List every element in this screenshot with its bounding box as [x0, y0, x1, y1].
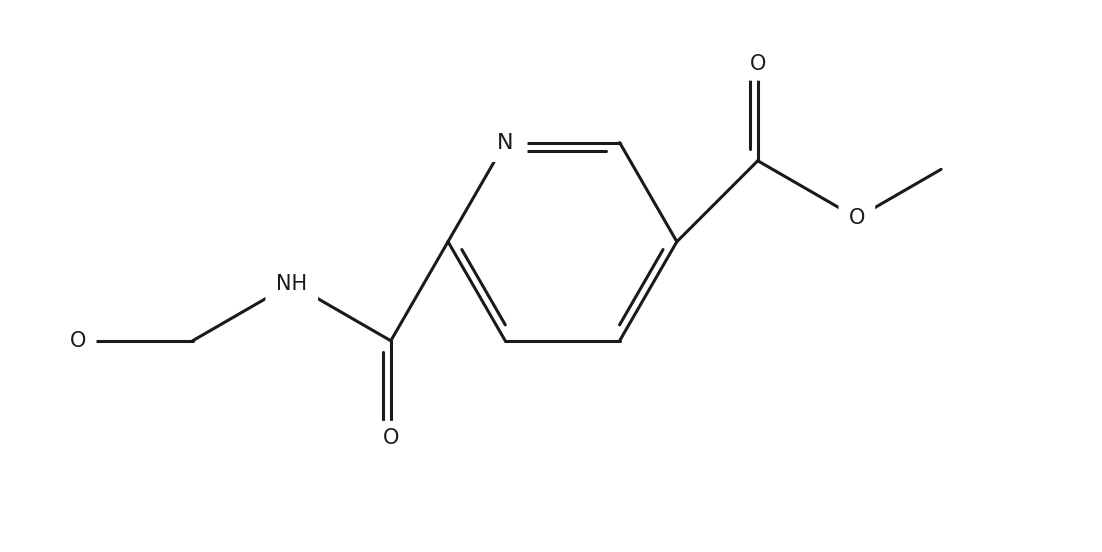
- Text: N: N: [497, 132, 514, 152]
- Text: O: O: [382, 428, 399, 448]
- FancyBboxPatch shape: [60, 323, 97, 358]
- FancyBboxPatch shape: [483, 123, 528, 162]
- FancyBboxPatch shape: [372, 421, 409, 455]
- Text: NH: NH: [277, 274, 307, 294]
- Text: O: O: [849, 208, 865, 228]
- Text: O: O: [749, 54, 766, 73]
- FancyBboxPatch shape: [266, 264, 318, 303]
- FancyBboxPatch shape: [739, 46, 776, 81]
- Text: O: O: [71, 331, 86, 351]
- FancyBboxPatch shape: [839, 201, 875, 235]
